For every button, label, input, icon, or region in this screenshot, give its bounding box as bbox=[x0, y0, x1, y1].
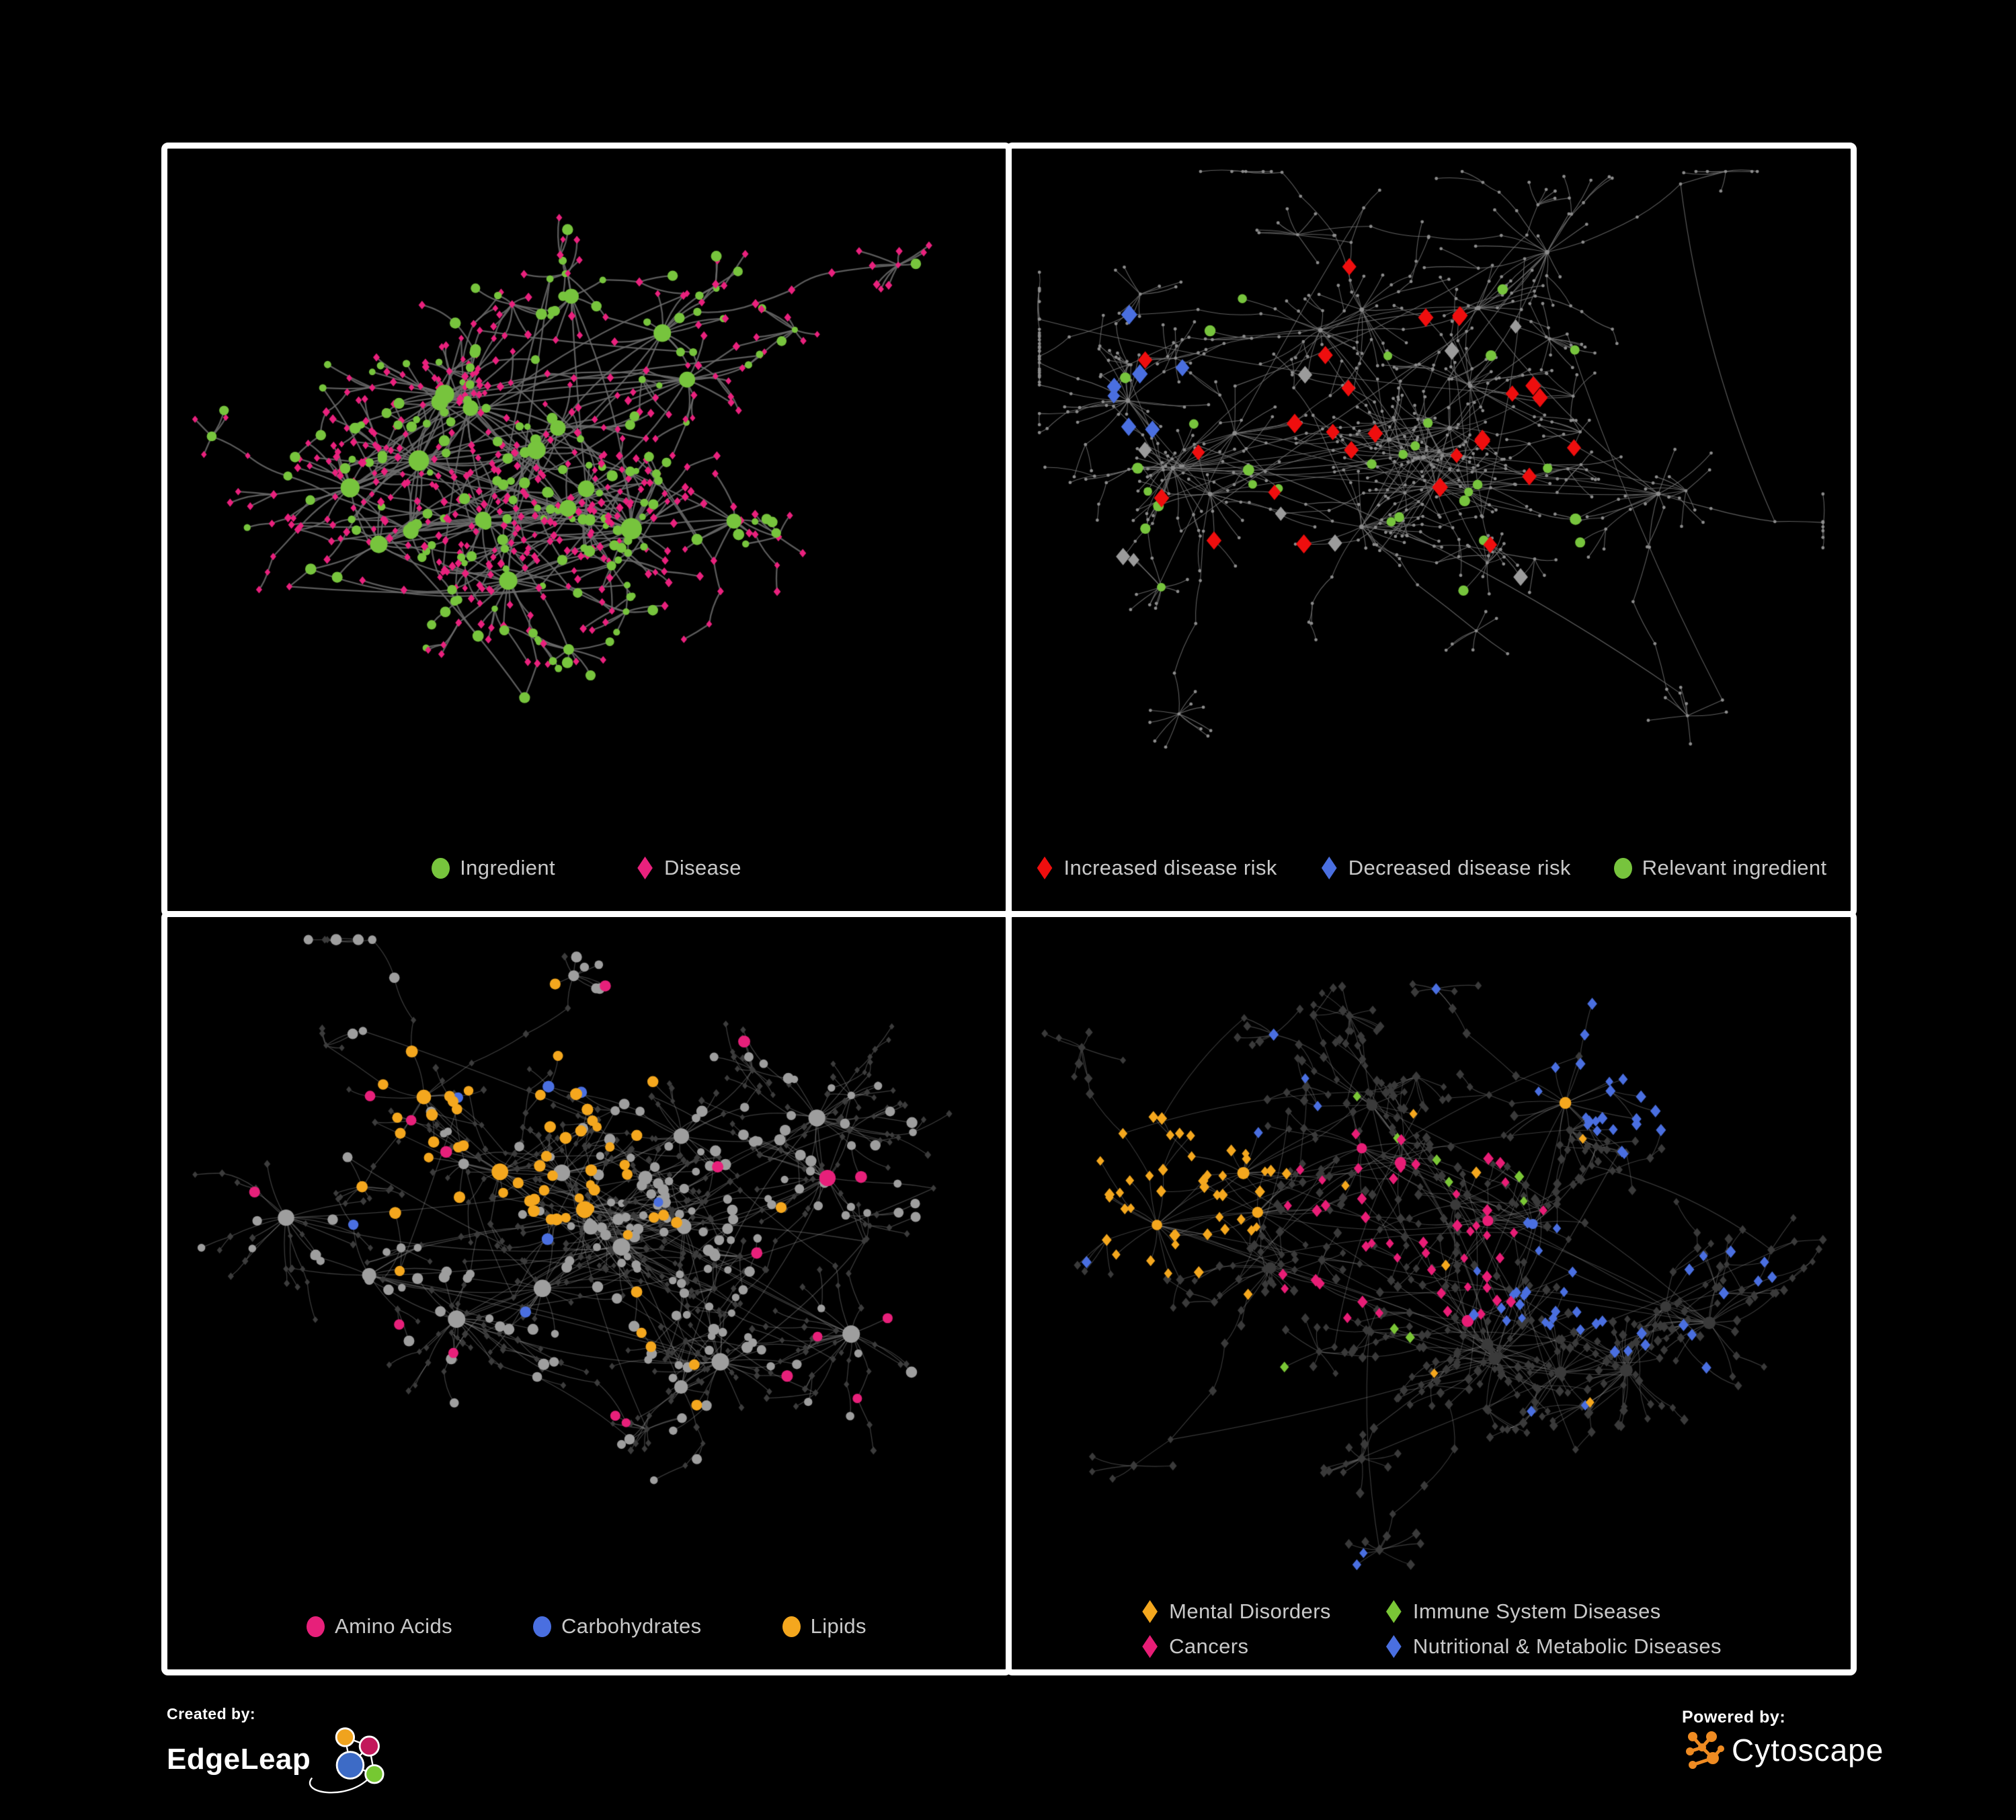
legend-item-relevant-ingredient: Relevant ingredient bbox=[1613, 856, 1827, 880]
legend-ingredient-disease: Ingredient Disease bbox=[167, 856, 1006, 880]
edgeleap-logo-icon bbox=[309, 1727, 385, 1794]
cytoscape-branding: Powered by: Cytoscape bbox=[1682, 1708, 1884, 1772]
network-graph-ingredient-classes bbox=[170, 920, 1003, 1585]
legend-ingredient-classes: Amino Acids Carbohydrates Lipids bbox=[167, 1614, 1006, 1638]
legend-label: Increased disease risk bbox=[1063, 856, 1277, 879]
relevant-ingredient-marker-icon bbox=[1613, 857, 1632, 879]
legend-item-disease: Disease bbox=[636, 856, 741, 880]
legend-label: Immune System Diseases bbox=[1412, 1599, 1661, 1623]
legend-item-lipids: Lipids bbox=[782, 1614, 866, 1638]
legend-label: Amino Acids bbox=[335, 1614, 453, 1638]
legend-label: Carbohydrates bbox=[561, 1614, 702, 1638]
cytoscape-logo-icon bbox=[1686, 1731, 1724, 1769]
network-graph-disease-classes bbox=[1014, 920, 1848, 1585]
legend-item-amino-acids: Amino Acids bbox=[307, 1614, 452, 1638]
nutritional-metabolic-diseases-marker-icon bbox=[1385, 1635, 1402, 1658]
legend-label: Cancers bbox=[1169, 1634, 1249, 1658]
mental-disorders-marker-icon bbox=[1142, 1600, 1158, 1623]
legend-label: Lipids bbox=[810, 1614, 866, 1638]
legend-item-decreased-risk: Decreased disease risk bbox=[1320, 856, 1571, 880]
legend-item-carbohydrates: Carbohydrates bbox=[533, 1614, 702, 1638]
network-graph-ingredient-disease bbox=[170, 151, 1003, 826]
carbohydrates-marker-icon bbox=[533, 1616, 552, 1637]
edgeleap-branding: Created by: EdgeLeap bbox=[167, 1705, 393, 1794]
legend-disease-risk: Increased disease risk Decreased disease… bbox=[1012, 856, 1851, 880]
cancers-marker-icon bbox=[1142, 1635, 1158, 1658]
panel-disease-risk: Increased disease risk Decreased disease… bbox=[1006, 143, 1857, 917]
network-graph-disease-risk bbox=[1014, 151, 1848, 826]
panel-ingredient-classes: Amino Acids Carbohydrates Lipids bbox=[161, 911, 1012, 1675]
legend-label: Decreased disease risk bbox=[1348, 856, 1571, 879]
ingredient-marker-icon bbox=[432, 857, 450, 879]
panel-ingredient-disease: Ingredient Disease bbox=[161, 143, 1012, 917]
decreased-risk-marker-icon bbox=[1321, 857, 1337, 879]
powered-by-label: Powered by: bbox=[1682, 1708, 1786, 1727]
increased-risk-marker-icon bbox=[1037, 857, 1053, 879]
legend-label: Mental Disorders bbox=[1169, 1599, 1331, 1623]
legend-item-mental-disorders: Mental Disorders bbox=[1141, 1599, 1331, 1624]
legend-label: Ingredient bbox=[460, 856, 556, 879]
created-by-label: Created by: bbox=[167, 1705, 256, 1723]
legend-item-immune-system-diseases: Immune System Diseases bbox=[1385, 1599, 1722, 1624]
legend-item-nutritional-metabolic-diseases: Nutritional & Metabolic Diseases bbox=[1385, 1634, 1722, 1659]
legend-label: Nutritional & Metabolic Diseases bbox=[1412, 1634, 1722, 1658]
disease-marker-icon bbox=[637, 857, 653, 879]
legend-item-cancers: Cancers bbox=[1141, 1634, 1331, 1659]
edgeleap-wordmark: EdgeLeap bbox=[167, 1743, 311, 1776]
legend-label: Relevant ingredient bbox=[1642, 856, 1827, 879]
amino-acids-marker-icon bbox=[307, 1616, 325, 1637]
legend-item-ingredient: Ingredient bbox=[432, 856, 555, 880]
cytoscape-wordmark: Cytoscape bbox=[1732, 1733, 1884, 1768]
panel-disease-classes: Mental Disorders Immune System Diseases … bbox=[1006, 911, 1857, 1675]
lipids-marker-icon bbox=[782, 1616, 801, 1637]
legend-item-increased-risk: Increased disease risk bbox=[1036, 856, 1277, 880]
legend-disease-classes: Mental Disorders Immune System Diseases … bbox=[1012, 1599, 1851, 1659]
legend-label: Disease bbox=[664, 856, 741, 879]
immune-system-diseases-marker-icon bbox=[1385, 1600, 1402, 1623]
